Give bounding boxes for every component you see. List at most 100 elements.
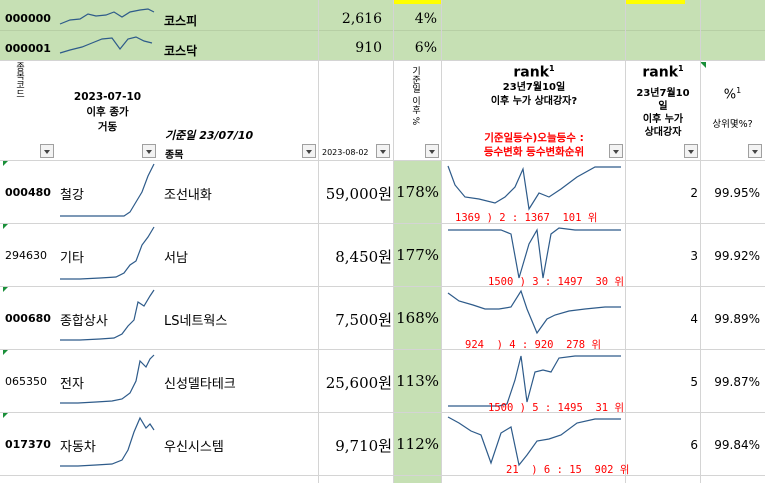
grid-line: [318, 0, 319, 483]
stock-code-header: 종목코드: [14, 62, 24, 98]
stock-code[interactable]: 000680: [5, 312, 51, 325]
sector[interactable]: 종합상사: [60, 314, 108, 329]
rank-change-text[interactable]: 21 ) 6 : 15 902 위: [506, 464, 630, 476]
comment-indicator: [3, 349, 9, 355]
index-pct[interactable]: 6%: [414, 40, 437, 56]
filter-button-item[interactable]: [302, 144, 316, 158]
rank-change-text[interactable]: 1500 ) 5 : 1495 31 위: [488, 402, 625, 414]
pct-change[interactable]: 177%: [396, 246, 439, 264]
filter-button-since[interactable]: [142, 144, 156, 158]
grid-line: [0, 349, 765, 350]
rank-sparkline: [447, 289, 621, 335]
pctile-header-title: %: [723, 87, 737, 103]
price[interactable]: 59,000원: [325, 185, 392, 203]
rank-sparkline: [448, 227, 621, 279]
index-name[interactable]: 코스닥: [164, 44, 198, 58]
rank-change-text[interactable]: 1500 ) 3 : 1497 30 위: [488, 276, 625, 288]
percentile[interactable]: 99.89%: [714, 312, 760, 326]
stock-code[interactable]: 065350: [5, 375, 47, 388]
rank-sparkline: [447, 165, 621, 211]
stock-code[interactable]: 294630: [5, 249, 47, 262]
percentile[interactable]: 99.95%: [714, 186, 760, 200]
pct-change[interactable]: 168%: [396, 309, 439, 327]
index-value[interactable]: 2,616: [341, 11, 382, 27]
filter-button-rank2[interactable]: [684, 144, 698, 158]
rank-red-line2: 등수변화 등수변화순위: [483, 146, 585, 158]
stock-name[interactable]: LS네트웍스: [164, 314, 228, 329]
filter-button-pct[interactable]: [425, 144, 439, 158]
grid-line: [625, 0, 626, 483]
rank-red-line1: 기준일등수)오늘등수 :: [484, 132, 584, 144]
percentile[interactable]: 99.92%: [714, 249, 760, 263]
price-sparkline: [60, 289, 155, 341]
filter-button-pctile[interactable]: [748, 144, 762, 158]
grid-line: [441, 0, 442, 483]
stock-code[interactable]: 000480: [5, 186, 51, 199]
rank[interactable]: 6: [690, 438, 698, 452]
since-header: 2023-07-10 이후 종가 거동: [60, 90, 155, 135]
stock-name[interactable]: 서남: [164, 251, 188, 266]
grid-line: [700, 0, 701, 483]
base-date-header: 기준일 23/07/10: [165, 129, 254, 142]
grid-line: [0, 412, 765, 413]
rank2-header-sup: 1: [678, 64, 684, 73]
pct-header: 기준일 이후 %: [410, 66, 420, 126]
sector[interactable]: 기타: [60, 251, 84, 266]
rank2-header: rank1 23년7월10 일 이후 누가 상대강자: [628, 64, 698, 139]
index-pct[interactable]: 4%: [414, 11, 437, 27]
price-sparkline: [60, 416, 155, 467]
rank-header: rank1 23년7월10일 이후 누가 상대강자?: [445, 64, 623, 109]
index-value[interactable]: 910: [355, 40, 382, 56]
pctile-header-sup: 1: [736, 86, 742, 95]
rank-sparkline: [448, 355, 621, 407]
percentile[interactable]: 99.84%: [714, 438, 760, 452]
pctile-header-sub: 상위몇%?: [712, 119, 753, 131]
pct-change[interactable]: 178%: [396, 183, 439, 201]
rank2-sub2: 일: [658, 100, 668, 112]
comment-indicator: [700, 62, 706, 68]
rank-red-header: 기준일등수)오늘등수 : 등수변화 등수변화순위: [445, 131, 623, 159]
rank[interactable]: 3: [690, 249, 698, 263]
item-header: 종목: [165, 150, 184, 161]
sector[interactable]: 전자: [60, 377, 84, 392]
pct-column-band: [393, 160, 441, 483]
sector[interactable]: 철강: [60, 188, 84, 203]
index-sparkline: [59, 8, 155, 25]
stock-name[interactable]: 우신시스템: [164, 440, 224, 455]
stock-name[interactable]: 신성델타테크: [164, 377, 236, 392]
rank-change-text[interactable]: 924 ) 4 : 920 278 위: [465, 339, 602, 351]
comment-indicator: [3, 223, 9, 229]
filter-button-date[interactable]: [376, 144, 390, 158]
stock-code[interactable]: 017370: [5, 438, 51, 451]
rank-header-sub2: 이후 누가 상대강자?: [490, 95, 578, 107]
filter-button-code[interactable]: [40, 144, 54, 158]
price[interactable]: 9,710원: [335, 437, 392, 455]
rank[interactable]: 2: [690, 186, 698, 200]
highlight-cell-pct: [393, 0, 441, 4]
price[interactable]: 7,500원: [335, 311, 392, 329]
rank-header-sup: 1: [549, 64, 555, 73]
rank-change-text[interactable]: 1369 ) 2 : 1367 101 위: [455, 212, 598, 224]
rank-sparkline: [447, 416, 621, 467]
pct-change[interactable]: 112%: [396, 435, 439, 453]
index-name[interactable]: 코스피: [164, 14, 198, 28]
rank-header-sub1: 23년7월10일: [502, 81, 566, 93]
sector[interactable]: 자동차: [60, 440, 96, 455]
index-sparkline: [59, 36, 153, 54]
pct-change[interactable]: 113%: [396, 372, 439, 390]
rank[interactable]: 4: [690, 312, 698, 326]
grid-line: [0, 160, 765, 161]
since-header-line3: 거동: [97, 121, 118, 133]
price[interactable]: 25,600원: [325, 374, 392, 392]
percentile[interactable]: 99.87%: [714, 375, 760, 389]
filter-button-rank[interactable]: [609, 144, 623, 158]
rank2-sub4: 상대강자: [644, 126, 682, 138]
since-header-line1: 2023-07-10: [73, 91, 142, 103]
rank2-header-title: rank: [642, 64, 679, 81]
index-code[interactable]: 000001: [5, 42, 51, 55]
stock-name[interactable]: 조선내화: [164, 188, 212, 203]
index-code[interactable]: 000000: [5, 12, 51, 25]
rank[interactable]: 5: [690, 375, 698, 389]
price[interactable]: 8,450원: [335, 248, 392, 266]
price-sparkline: [60, 354, 155, 404]
